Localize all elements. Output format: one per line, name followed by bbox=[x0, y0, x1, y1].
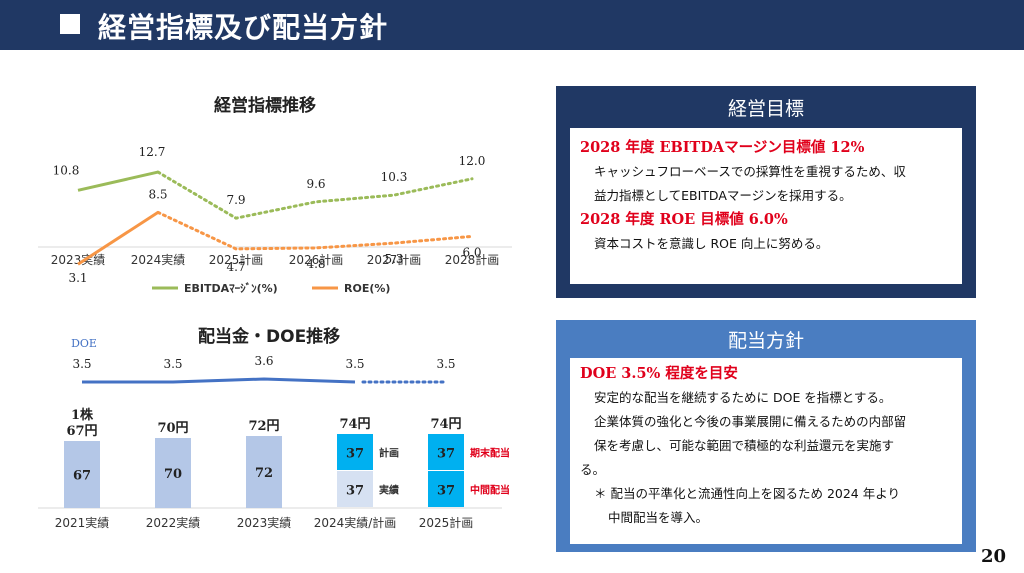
bar-value-label: 37 bbox=[346, 484, 364, 499]
policy-text-1: 安定的な配当を継続するために DOE を指標とする。 bbox=[594, 390, 892, 405]
page-number: 20 bbox=[980, 546, 1006, 567]
slide-title: 経営指標及び配当方針 bbox=[98, 11, 389, 44]
x-tick-label: 2024実績/計画 bbox=[314, 515, 397, 530]
doe-value-label: 3.5 bbox=[436, 357, 455, 371]
bar-side-label: 中間配当 bbox=[470, 484, 510, 497]
bar-total-label: 70円 bbox=[157, 421, 188, 436]
policy-doe-target: DOE 3.5% 程度を目安 bbox=[580, 365, 738, 382]
series-line-actual bbox=[77, 170, 159, 192]
dividend-bar-chart: 2021実績 2022実績 2023実績 2024実績/計画 2025計画 DOE 3.5 3… bbox=[38, 337, 510, 530]
policy-text-4: る。 bbox=[580, 462, 606, 477]
goal-ebitda-text-2: 益力指標としてEBITDAマージンを採用する。 bbox=[594, 188, 852, 203]
x-tick-label: 2028計画 bbox=[445, 252, 500, 267]
doe-value-label: 3.5 bbox=[345, 357, 364, 371]
goal-roe-text: 資本コストを意識し ROE 向上に努める。 bbox=[594, 236, 829, 251]
bar-total-label: 74円 bbox=[339, 417, 370, 432]
data-label: 9.6 bbox=[306, 177, 325, 191]
x-tick-label: 2025計画 bbox=[209, 252, 264, 267]
dividend-bar-segment bbox=[246, 436, 282, 508]
bar-value-label: 37 bbox=[346, 447, 364, 462]
bar-total-label: 1株 bbox=[71, 407, 94, 423]
x-tick-label: 2027計画 bbox=[367, 252, 422, 267]
dividend-bar-segment bbox=[428, 434, 464, 470]
goal-panel: 経営目標 2028 年度 EBITDAマージン目標値 12% キャッシュフローベ… bbox=[556, 86, 976, 298]
x-tick-label: 2024実績 bbox=[131, 252, 186, 267]
goal-heading: 経営目標 bbox=[727, 98, 804, 120]
x-tick-label: 2026計画 bbox=[289, 252, 344, 267]
data-label: 4.7 bbox=[226, 260, 245, 274]
doe-value-label: 3.6 bbox=[254, 354, 273, 368]
x-tick-label: 2023実績 bbox=[237, 515, 292, 530]
x-tick-label: 2022実績 bbox=[146, 515, 201, 530]
legend-label: EBITDAﾏｰｼﾞﾝ(%) bbox=[184, 281, 278, 295]
bar-side-label: 計画 bbox=[379, 447, 399, 460]
goal-ebitda-target: 2028 年度 EBITDAマージン目標値 12% bbox=[580, 139, 865, 156]
bar-value-label: 67 bbox=[73, 469, 91, 484]
policy-body: DOE 3.5% 程度を目安 安定的な配当を継続するために DOE を指標とする… bbox=[570, 358, 962, 544]
data-label: 12.7 bbox=[139, 145, 166, 159]
bar-total-label: 74円 bbox=[430, 417, 461, 432]
bar-value-label: 72 bbox=[255, 466, 273, 481]
square-bullet-icon bbox=[60, 14, 80, 34]
bar-value-label: 37 bbox=[437, 484, 455, 499]
policy-heading: 配当方針 bbox=[727, 330, 804, 352]
goal-roe-target: 2028 年度 ROE 目標値 6.0% bbox=[580, 211, 788, 228]
data-label: 4.8 bbox=[306, 257, 325, 271]
x-tick-label: 2023実績 bbox=[51, 252, 106, 267]
bar-value-label: 70 bbox=[164, 467, 182, 482]
series-line-plan bbox=[156, 170, 474, 220]
policy-note-2: 中間配当を導入。 bbox=[608, 510, 709, 525]
data-label: 12.0 bbox=[459, 154, 486, 168]
doe-line-actual bbox=[82, 377, 356, 384]
goal-body: 2028 年度 EBITDAマージン目標値 12% キャッシュフローベースでの採… bbox=[570, 128, 962, 284]
doe-value-label: 3.5 bbox=[72, 357, 91, 371]
data-label: 6.0 bbox=[462, 245, 481, 259]
data-label: 8.5 bbox=[148, 187, 167, 201]
data-label: 7.9 bbox=[226, 193, 245, 207]
doe-label: DOE bbox=[71, 337, 97, 350]
policy-note-1: ＊ 配当の平準化と流通性向上を図るため 2024 年より bbox=[594, 486, 900, 501]
policy-text-2: 企業体質の強化と今後の事業展開に備えるための内部留 bbox=[594, 414, 907, 429]
bar-value-label: 37 bbox=[437, 447, 455, 462]
data-label: 5.3 bbox=[384, 252, 403, 266]
dividend-bar-segment bbox=[155, 438, 191, 508]
title-bar: 経営指標及び配当方針 bbox=[0, 0, 1024, 50]
bar-side-label: 期末配当 bbox=[470, 447, 510, 460]
dividend-bar-segment bbox=[428, 471, 464, 507]
doe-value-label: 3.5 bbox=[163, 357, 182, 371]
policy-panel: 配当方針 DOE 3.5% 程度を目安 安定的な配当を継続するために DOE を… bbox=[556, 320, 976, 552]
dividend-bar-segment bbox=[64, 441, 100, 508]
goal-ebitda-text-1: キャッシュフローベースでの採算性を重視するため、収 bbox=[594, 164, 906, 179]
legend-label: ROE(%) bbox=[344, 282, 390, 295]
data-label: 10.8 bbox=[53, 163, 80, 177]
kpi-line-chart: 2023実績 2024実績 2025計画 2026計画 2027計画 2028計画 10.8… bbox=[38, 145, 512, 295]
x-tick-label: 2021実績 bbox=[55, 515, 110, 530]
data-label: 10.3 bbox=[381, 170, 408, 184]
series-line-actual bbox=[77, 211, 159, 266]
dividend-bar-segment bbox=[337, 471, 373, 507]
x-tick-label: 2025計画 bbox=[419, 515, 474, 530]
bar-total-label: 67円 bbox=[66, 424, 97, 439]
dividend-bar-segment bbox=[337, 434, 373, 470]
bar-total-label: 72円 bbox=[248, 419, 279, 434]
policy-text-3: 保を考慮し、可能な範囲で積極的な利益還元を実施す bbox=[594, 438, 895, 453]
data-label: 3.1 bbox=[68, 271, 87, 285]
series-line-plan bbox=[156, 210, 474, 251]
bar-side-label: 実績 bbox=[379, 484, 399, 497]
kpi-chart-title: 経営指標推移 bbox=[214, 96, 316, 116]
dividend-chart-title: 配当金・DOE推移 bbox=[198, 327, 341, 347]
